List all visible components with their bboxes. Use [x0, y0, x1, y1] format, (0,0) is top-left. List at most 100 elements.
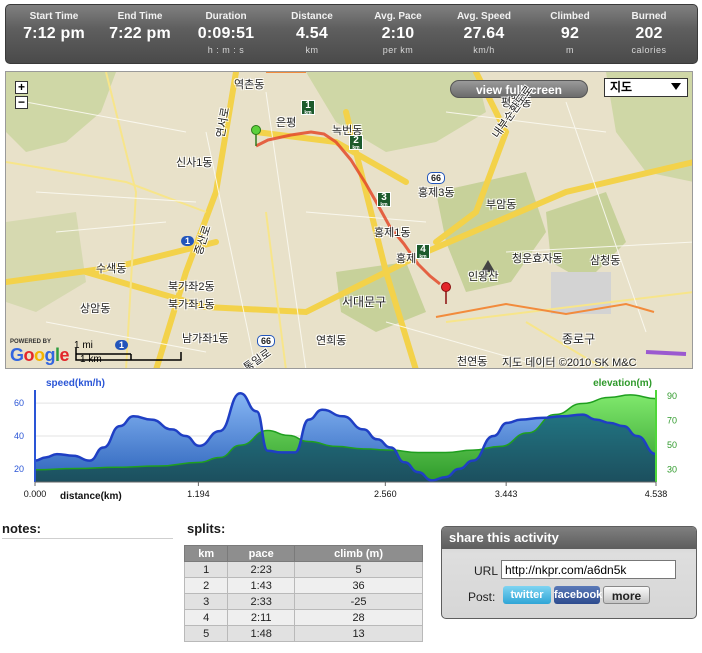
map-place-label: 천연동: [457, 356, 488, 368]
share-url-input[interactable]: [501, 560, 676, 579]
cell-km: 4: [183, 609, 229, 626]
stat-distance: Distance 4.54 km: [269, 5, 355, 55]
stat-duration: Duration 0:09:51 h : m : s: [183, 5, 269, 55]
map-place-label: 서대문구: [342, 295, 387, 309]
stat-label: Distance: [291, 11, 333, 22]
km-marker-unit: km: [419, 254, 427, 260]
map-place-label: 연희동: [316, 335, 347, 347]
map-canvas[interactable]: [6, 72, 693, 369]
cell-km: 2: [183, 577, 229, 594]
map-place-label: 청운효자동: [512, 253, 563, 265]
stat-label: Duration: [205, 11, 247, 22]
splits-table: km pace climb (m) 1 2:23 5 2 1:43 36 3 2…: [183, 545, 423, 642]
map-place-label: 역촌동: [234, 79, 265, 91]
zoom-out-button[interactable]: −: [15, 96, 28, 109]
stat-avg-pace: Avg. Pace 2:10 per km: [355, 5, 441, 55]
route-map[interactable]: + − view fullscreen 지도 역촌동 은평 녹번동 신사1동 홍…: [5, 71, 693, 369]
twitter-button[interactable]: twitter: [503, 586, 551, 604]
map-place-label: 부암동: [486, 199, 517, 211]
column-header: km: [183, 545, 229, 562]
map-place-label: 상암동: [80, 303, 111, 315]
x-tick-label: 1.194: [187, 489, 210, 499]
share-heading: share this activity: [442, 527, 696, 549]
cell-climb: 13: [294, 625, 423, 642]
map-place-label: 신사1동: [176, 157, 213, 169]
google-wordmark: Google: [10, 345, 70, 365]
road-shield: 1: [181, 236, 195, 246]
stat-end-time: End Time 7:22 pm: [97, 5, 183, 45]
stat-value: 7:22 pm: [109, 25, 171, 42]
x-ticks: 0.000 1.194 2.560 3.443 4.538: [24, 482, 667, 499]
notes-heading: notes:: [2, 521, 41, 536]
map-scale: 1 mi 1 km: [74, 340, 102, 365]
map-type-select[interactable]: 지도: [604, 78, 688, 97]
km-marker-number: 1: [305, 100, 311, 111]
map-place-label: 남가좌1동: [182, 333, 229, 345]
map-type-value: 지도: [610, 80, 633, 94]
cell-climb: 5: [294, 561, 423, 578]
stat-value: 0:09:51: [197, 25, 255, 42]
left-axis-label: speed(km/h): [46, 378, 105, 389]
stat-value: 202: [635, 25, 663, 42]
x-tick-label: 3.443: [495, 489, 518, 499]
share-panel: share this activity URL Post: twitter fa…: [441, 526, 697, 619]
stat-value: 2:10: [381, 25, 415, 42]
km-marker[interactable]: 1 km: [301, 100, 315, 116]
splits-header-row: km pace climb (m): [183, 545, 423, 562]
map-place-label: 은평: [276, 117, 297, 129]
cell-km: 3: [183, 593, 229, 610]
table-row: 2 1:43 36: [183, 577, 423, 594]
km-marker-number: 2: [353, 135, 359, 146]
stat-value: 92: [560, 25, 580, 42]
map-place-label: 홍제1동: [374, 227, 411, 239]
left-tick-label: 20: [14, 464, 24, 474]
right-tick-label: 70: [667, 416, 677, 426]
cell-pace: 2:33: [227, 593, 296, 610]
notes-divider: [2, 538, 173, 539]
map-place-label: 북가좌2동: [168, 281, 215, 293]
more-button[interactable]: more: [603, 586, 650, 604]
cell-climb: 28: [294, 609, 423, 626]
map-place-label: 홍제: [396, 253, 417, 265]
map-place-label: 홍제3동: [418, 187, 455, 199]
stat-label: End Time: [117, 11, 163, 22]
overlap-area: [35, 394, 656, 482]
cell-pace: 2:11: [227, 609, 296, 626]
km-marker[interactable]: 2 km: [349, 135, 363, 151]
stat-unit: h : m : s: [207, 45, 245, 55]
chevron-down-icon: [671, 83, 681, 90]
cell-climb: -25: [294, 593, 423, 610]
stat-burned: Burned 202 calories: [606, 5, 692, 55]
map-place-label: 인왕산: [468, 271, 499, 283]
powered-by-label: POWERED BY: [10, 339, 52, 345]
map-place-label: 녹번동: [332, 125, 363, 137]
left-tick-label: 40: [14, 431, 24, 441]
km-marker[interactable]: 4 km: [416, 244, 430, 260]
map-place-label: 수색동: [96, 263, 127, 275]
facebook-button[interactable]: facebook: [554, 586, 602, 604]
speed-elevation-chart: speed(km/h) elevation(m) distance(km) 20…: [14, 378, 677, 502]
map-place-label: 북가좌1동: [168, 299, 215, 311]
stat-label: Climbed: [550, 11, 590, 22]
stat-unit: per km: [382, 45, 414, 55]
stat-unit: calories: [631, 45, 667, 55]
km-marker-number: 4: [420, 244, 426, 255]
left-ticks: 20 40 60: [14, 398, 24, 474]
km-marker[interactable]: 3 km: [377, 192, 391, 208]
url-label: URL: [474, 564, 499, 578]
zoom-in-button[interactable]: +: [15, 81, 28, 94]
column-header: pace: [227, 545, 296, 562]
right-ticks: 30 50 70 90: [667, 391, 677, 475]
stat-unit: m: [566, 45, 574, 55]
speed-line: [34, 392, 657, 482]
view-fullscreen-button[interactable]: view fullscreen: [450, 80, 588, 98]
road-shield: 66: [427, 172, 446, 184]
stat-label: Avg. Speed: [456, 11, 512, 22]
google-logo[interactable]: POWERED BY Google: [10, 339, 70, 366]
splits-heading: splits:: [187, 521, 226, 536]
x-axis-label: distance(km): [60, 491, 122, 502]
stats-bar: Start Time 7:12 pm End Time 7:22 pm Dura…: [5, 4, 698, 64]
cell-pace: 1:48: [227, 625, 296, 642]
stat-climbed: Climbed 92 m: [527, 5, 613, 55]
cell-km: 5: [183, 625, 229, 642]
